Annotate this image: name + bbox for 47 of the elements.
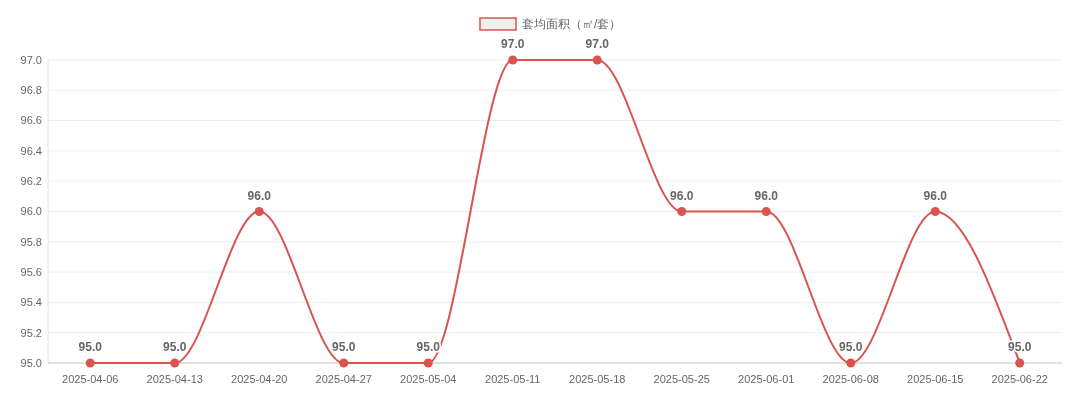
y-tick-label: 95.4 [20, 296, 42, 309]
x-tick-label: 2025-04-06 [62, 373, 119, 385]
legend-label: 套均面积（㎡/套） [522, 17, 622, 32]
y-tick-label: 95.2 [20, 326, 42, 339]
y-tick-label: 96.4 [20, 144, 42, 157]
point [761, 207, 771, 216]
x-tick-label: 2025-06-15 [907, 373, 964, 385]
point [1015, 358, 1025, 368]
data-label: 96.0 [923, 188, 948, 203]
data-label: 95.0 [332, 340, 356, 354]
y-tick-label: 96.8 [20, 84, 42, 97]
point [85, 358, 95, 368]
x-tick-label: 2025-05-04 [400, 373, 457, 385]
data-label: 95.0 [416, 340, 441, 354]
y-tick-label: 96.0 [20, 205, 42, 218]
point [677, 207, 687, 216]
x-tick-label: 2025-04-20 [231, 373, 288, 385]
x-tick-label: 2025-05-25 [653, 373, 710, 385]
data-label: 95.0 [78, 340, 103, 354]
x-tick-label: 2025-04-13 [146, 373, 203, 385]
point [508, 55, 518, 65]
data-label: 96.0 [247, 188, 272, 203]
point [592, 55, 602, 65]
data-label: 97.0 [585, 37, 610, 51]
point [423, 358, 433, 368]
point [339, 358, 349, 368]
point [846, 358, 856, 368]
y-tick-label: 95.0 [20, 356, 42, 369]
y-tick-label: 95.8 [20, 235, 42, 248]
data-label: 96.0 [754, 188, 779, 203]
x-tick-label: 2025-06-08 [822, 373, 879, 385]
x-tick-label: 2025-06-22 [991, 373, 1048, 385]
data-label: 95.0 [839, 340, 863, 354]
y-tick-label: 97.0 [20, 53, 42, 66]
data-label: 97.0 [501, 37, 525, 51]
data-label: 96.0 [670, 188, 694, 203]
x-tick-label: 2025-05-11 [485, 373, 541, 385]
y-tick-label: 95.6 [20, 265, 42, 278]
point [254, 207, 264, 216]
y-tick-label: 96.6 [20, 114, 42, 127]
point [170, 358, 180, 368]
x-tick-label: 2025-04-27 [315, 373, 372, 385]
x-tick-label: 2025-05-18 [569, 373, 626, 385]
point [930, 207, 940, 216]
y-tick-label: 96.2 [20, 175, 42, 188]
data-label: 95.0 [163, 340, 187, 354]
x-tick-label: 2025-06-01 [738, 373, 795, 385]
